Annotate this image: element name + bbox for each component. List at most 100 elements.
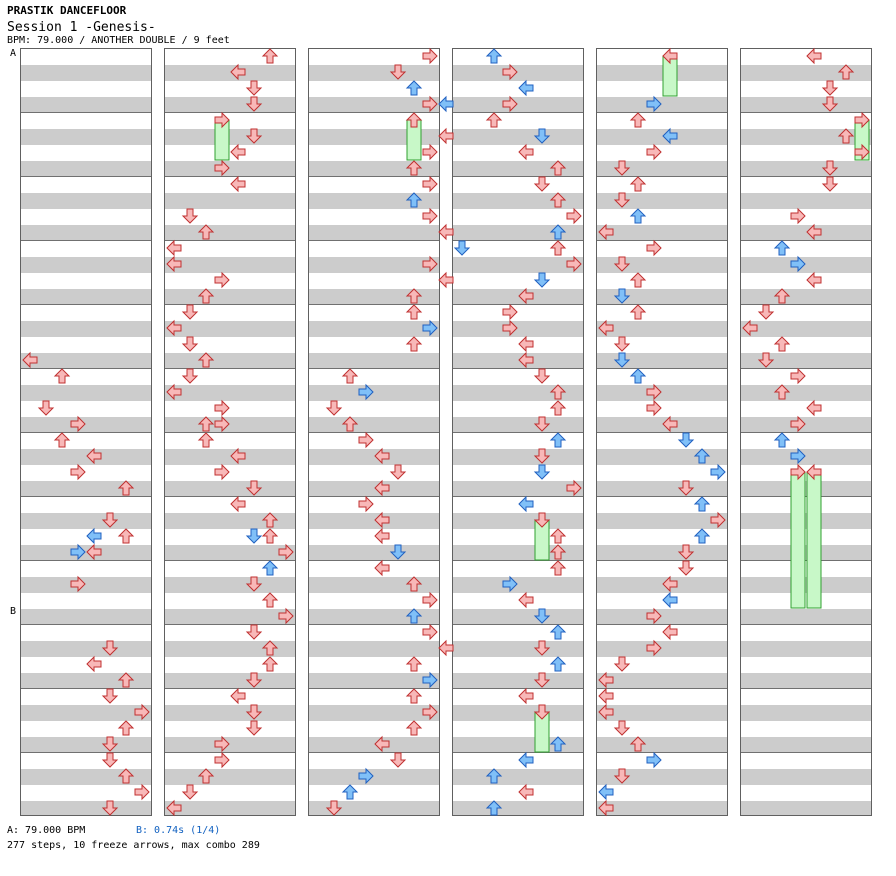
step-arrow-up-icon — [773, 288, 791, 304]
step-arrow-left-icon — [518, 351, 534, 369]
step-arrow-down-icon — [613, 256, 631, 272]
step-arrow-right-icon — [710, 463, 726, 481]
step-arrow-down-icon — [453, 240, 471, 256]
step-arrow-up-icon — [405, 304, 423, 320]
step-arrow-up-icon — [341, 784, 359, 800]
measure-line — [453, 112, 583, 113]
step-arrow-up-icon — [117, 480, 135, 496]
step-arrow-right-icon — [358, 767, 374, 785]
step-arrow-down-icon — [245, 720, 263, 736]
step-arrow-left-icon — [438, 639, 454, 657]
step-arrow-down-icon — [533, 176, 551, 192]
step-arrow-down-icon — [613, 336, 631, 352]
step-arrow-right-icon — [214, 111, 230, 129]
step-arrow-right-icon — [502, 575, 518, 593]
step-arrow-up-icon — [485, 48, 503, 64]
step-arrow-right-icon — [790, 463, 806, 481]
measure-line — [21, 176, 151, 177]
step-arrow-left-icon — [230, 687, 246, 705]
measure-line — [453, 176, 583, 177]
step-arrow-right-icon — [70, 543, 86, 561]
step-arrow-left-icon — [518, 143, 534, 161]
step-arrow-left-icon — [598, 223, 614, 241]
step-arrow-down-icon — [245, 576, 263, 592]
step-arrow-left-icon — [662, 127, 678, 145]
step-arrow-left-icon — [742, 319, 758, 337]
step-arrow-right-icon — [790, 415, 806, 433]
step-arrow-left-icon — [518, 495, 534, 513]
step-arrow-down-icon — [677, 432, 695, 448]
step-arrow-left-icon — [662, 623, 678, 641]
step-arrow-down-icon — [533, 272, 551, 288]
step-arrow-right-icon — [422, 95, 438, 113]
step-arrow-left-icon — [518, 687, 534, 705]
step-arrow-right-icon — [214, 751, 230, 769]
step-arrow-up-icon — [261, 656, 279, 672]
footer-stats: 277 steps, 10 freeze arrows, max combo 2… — [7, 840, 260, 851]
step-arrow-left-icon — [374, 511, 390, 529]
step-arrow-down-icon — [821, 176, 839, 192]
step-arrow-up-icon — [261, 592, 279, 608]
measure-line — [165, 240, 295, 241]
measure-line — [597, 688, 727, 689]
step-arrow-up-icon — [773, 384, 791, 400]
step-arrow-right-icon — [566, 255, 582, 273]
step-arrow-down-icon — [245, 480, 263, 496]
measure-line — [597, 432, 727, 433]
step-arrow-right-icon — [566, 479, 582, 497]
measure-line — [309, 752, 439, 753]
step-arrow-left-icon — [374, 735, 390, 753]
step-arrow-left-icon — [518, 287, 534, 305]
measure-line — [309, 368, 439, 369]
step-arrow-left-icon — [86, 543, 102, 561]
step-arrow-right-icon — [70, 575, 86, 593]
step-arrow-down-icon — [533, 416, 551, 432]
measure-line — [741, 112, 871, 113]
step-arrow-right-icon — [134, 783, 150, 801]
measure-line — [453, 496, 583, 497]
step-arrow-up-icon — [693, 528, 711, 544]
step-arrow-up-icon — [549, 432, 567, 448]
step-arrow-left-icon — [806, 463, 822, 481]
step-arrow-up-icon — [117, 528, 135, 544]
step-arrow-left-icon — [662, 591, 678, 609]
step-arrow-down-icon — [613, 656, 631, 672]
footer-bpm-b: B: 0.74s (1/4) — [136, 825, 221, 836]
step-arrow-right-icon — [646, 639, 662, 657]
measure-line — [453, 240, 583, 241]
step-arrow-up-icon — [197, 416, 215, 432]
step-arrow-right-icon — [422, 255, 438, 273]
measure-line — [21, 304, 151, 305]
step-arrow-up-icon — [629, 272, 647, 288]
footer-bpm-a: A: 79.000 BPM — [7, 825, 86, 836]
step-arrow-left-icon — [518, 79, 534, 97]
step-arrow-down-icon — [101, 688, 119, 704]
step-arrow-up-icon — [405, 688, 423, 704]
step-arrow-up-icon — [549, 736, 567, 752]
step-arrow-left-icon — [598, 319, 614, 337]
step-arrow-right-icon — [502, 319, 518, 337]
step-arrow-right-icon — [422, 207, 438, 225]
step-arrow-right-icon — [358, 431, 374, 449]
step-arrow-right-icon — [854, 143, 870, 161]
step-arrow-down-icon — [325, 800, 343, 816]
measure-line — [453, 688, 583, 689]
step-arrow-up-icon — [405, 336, 423, 352]
app-title: PRASTIK DANCEFLOOR — [7, 4, 127, 17]
step-arrow-left-icon — [22, 351, 38, 369]
step-arrow-left-icon — [86, 655, 102, 673]
step-arrow-down-icon — [389, 464, 407, 480]
step-arrow-right-icon — [646, 399, 662, 417]
step-arrow-left-icon — [662, 575, 678, 593]
step-arrow-down-icon — [533, 448, 551, 464]
measure-line — [453, 624, 583, 625]
step-arrow-right-icon — [566, 207, 582, 225]
step-arrow-down-icon — [757, 304, 775, 320]
measure-line — [597, 240, 727, 241]
step-arrow-right-icon — [422, 143, 438, 161]
step-arrow-down-icon — [677, 544, 695, 560]
measure-line — [165, 496, 295, 497]
measure-line — [309, 624, 439, 625]
step-arrow-left-icon — [806, 271, 822, 289]
chart-column-5 — [596, 48, 728, 816]
